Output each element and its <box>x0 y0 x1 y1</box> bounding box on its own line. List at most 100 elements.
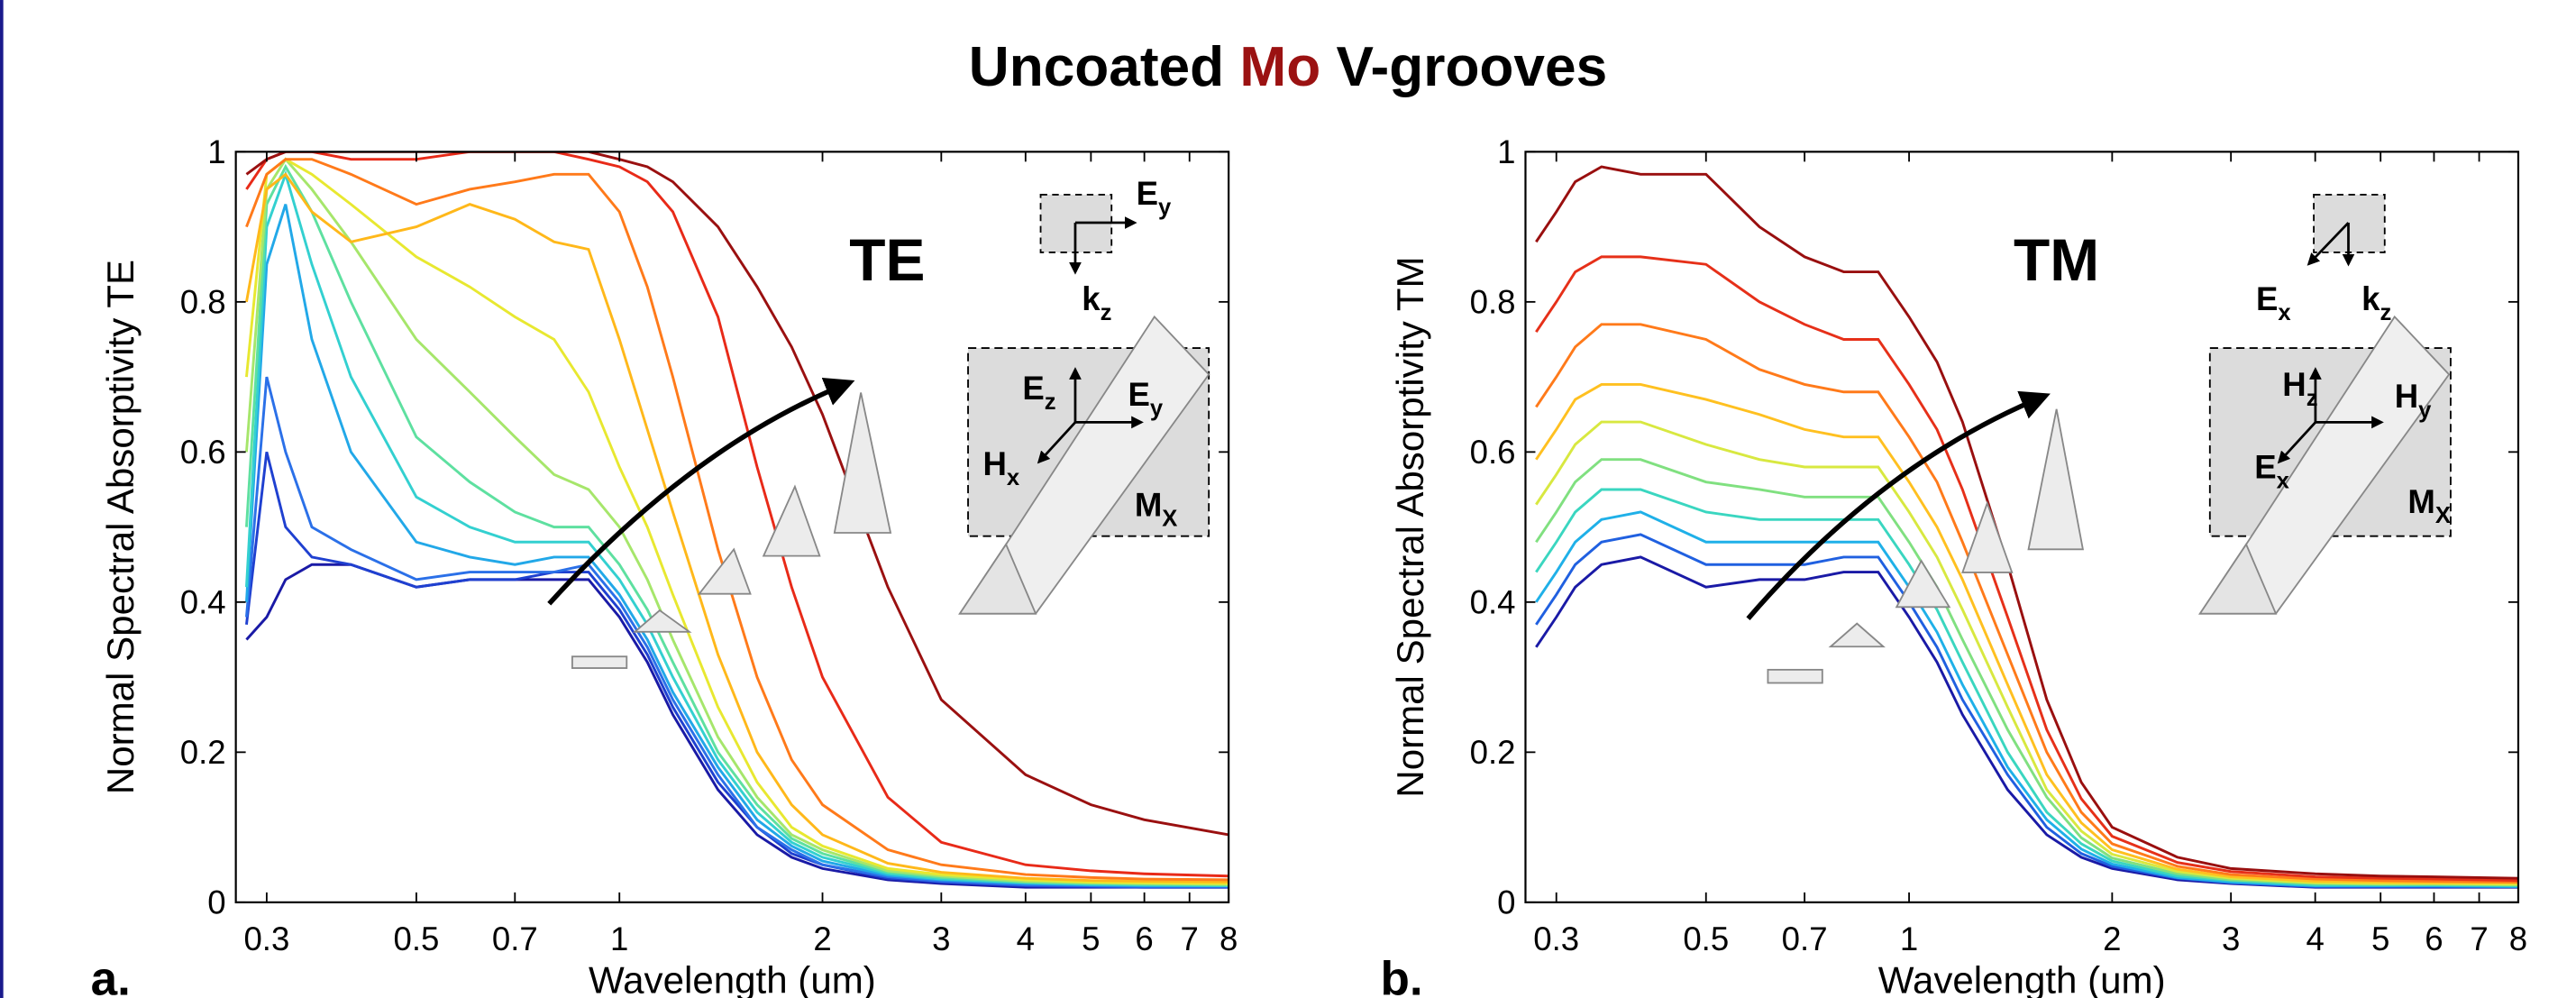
y-tick-label: 0.2 <box>1470 734 1516 771</box>
inset-label-base: E <box>1128 376 1150 413</box>
inset-label-base: E <box>2254 449 2276 486</box>
x-tick-label: 8 <box>1219 920 1238 957</box>
x-tick-label: 0.5 <box>394 920 440 957</box>
shape <box>1828 622 1886 648</box>
shape <box>1961 500 2014 573</box>
inset-label-base: E <box>2256 280 2278 317</box>
vector <box>2277 421 2316 464</box>
inset-label: Hz <box>2282 366 2317 411</box>
x-axis-label: Wavelength (um) <box>1878 958 2166 998</box>
x-tick-label: 1 <box>1900 920 1918 957</box>
x-tick-label: 6 <box>2425 920 2443 957</box>
x-tick-label: 0.7 <box>1782 920 1828 957</box>
axes-frame <box>234 151 1230 903</box>
y-tick-label: 0.4 <box>1470 584 1516 621</box>
shape <box>2198 542 2278 615</box>
shape <box>1895 559 1951 609</box>
x-axis-label: Wavelength (um) <box>589 958 876 998</box>
inset-label-sub: X <box>2435 503 2451 528</box>
x-tick-label: 2 <box>2103 920 2121 957</box>
y-tick-label: 0.6 <box>180 434 226 471</box>
inset-label-base: E <box>1022 370 1044 407</box>
inset-label-base: H <box>983 445 1007 482</box>
x-tick-label: 0.3 <box>243 920 289 957</box>
series-line <box>1535 533 2518 888</box>
inset-label: kz <box>1082 280 1111 325</box>
mode-label: TM <box>2014 226 2099 293</box>
x-tick-label: 1 <box>610 920 628 957</box>
series-line <box>1535 488 2518 888</box>
series-line <box>1535 420 2518 886</box>
inset-label-base: E <box>1137 175 1158 212</box>
shape <box>958 542 1037 615</box>
x-tick-label: 5 <box>2371 920 2389 957</box>
series-line <box>245 157 1229 886</box>
inset-label-base: H <box>2282 366 2306 403</box>
series-line <box>245 151 1229 878</box>
title-part: Uncoated <box>969 36 1224 98</box>
inset-label-sub: y <box>2418 398 2432 423</box>
shape <box>1767 668 1823 684</box>
arrow <box>547 378 855 606</box>
inset-label-sub: x <box>2278 300 2291 325</box>
inset-label-sub: x <box>2277 469 2290 494</box>
series-line <box>1535 323 2518 884</box>
series-line <box>245 158 1229 882</box>
series-line <box>1535 255 2518 883</box>
series-line <box>1535 555 2518 889</box>
shape <box>2027 408 2085 551</box>
x-tick-label: 7 <box>2470 920 2488 957</box>
x-tick-label: 4 <box>2306 920 2324 957</box>
y-tick-label: 0 <box>207 884 225 921</box>
x-tick-label: 0.7 <box>492 920 538 957</box>
y-tick-label: 1 <box>1497 133 1515 170</box>
vector <box>2307 222 2350 266</box>
panel-label: a. <box>91 952 131 998</box>
x-tick-label: 3 <box>2222 920 2240 957</box>
inset-label: Ex <box>2256 280 2291 325</box>
x-tick-label: 7 <box>1181 920 1199 957</box>
mode-label: TE <box>849 226 925 293</box>
series-line <box>245 151 1229 837</box>
inset-label-base: k <box>2361 280 2380 317</box>
series-line <box>245 376 1229 888</box>
inset-label: MX <box>2407 483 2451 528</box>
inset-label-sub: X <box>1162 507 1177 532</box>
inset-label-base: k <box>1082 280 1101 317</box>
shape <box>632 609 692 633</box>
shape <box>762 484 821 557</box>
inset-label-base: H <box>2395 378 2418 415</box>
panel-label: b. <box>1380 952 1422 998</box>
y-tick-label: 0.4 <box>180 584 226 621</box>
title-part: V-grooves <box>1337 36 1608 98</box>
x-tick-label: 6 <box>1135 920 1153 957</box>
y-axis-label: Normal Spectral Absorptivity TE <box>99 260 142 794</box>
series-line <box>245 563 1229 889</box>
inset-label: Ex <box>2254 449 2289 494</box>
inset-label-sub: x <box>1007 465 1020 490</box>
x-tick-label: 3 <box>932 920 950 957</box>
y-tick-label: 1 <box>207 133 225 170</box>
figure-title: Uncoated Mo V-grooves <box>969 36 1607 98</box>
x-tick-label: 2 <box>813 920 831 957</box>
series-line <box>245 172 1229 884</box>
series-line <box>1535 165 2518 880</box>
inset-label: MX <box>1135 487 1178 532</box>
diagram <box>547 194 1210 669</box>
axes-frame <box>1524 151 2520 903</box>
inset-label-sub: y <box>1150 396 1164 421</box>
x-tick-label: 8 <box>2509 920 2527 957</box>
inset-label-base: M <box>1135 487 1162 524</box>
inset-label: Hy <box>2395 378 2432 423</box>
inset-label-sub: z <box>1045 389 1056 415</box>
shape <box>697 547 752 595</box>
inset-label: Ey <box>1137 175 1172 220</box>
series-line <box>1535 382 2518 884</box>
y-tick-label: 0.2 <box>180 734 226 771</box>
inset-label-sub: z <box>2307 386 2318 411</box>
y-axis-label: Normal Spectral Absorptivity TM <box>1389 257 1431 798</box>
inset-label: Hx <box>983 445 1020 490</box>
y-tick-label: 0 <box>1497 884 1515 921</box>
y-tick-label: 0.6 <box>1470 434 1516 471</box>
